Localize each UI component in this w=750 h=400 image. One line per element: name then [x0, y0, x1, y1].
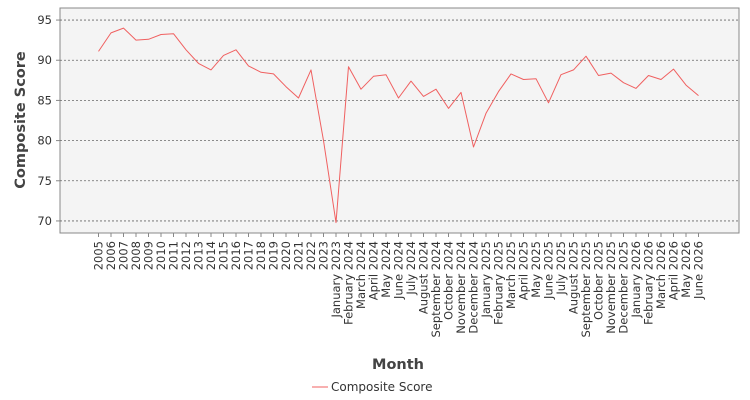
x-tick-label: May 2025	[529, 241, 543, 298]
y-tick-label: 90	[37, 53, 52, 67]
x-axis-ticks: 2005200620072008200920102011201220132014…	[92, 233, 706, 338]
x-tick-label: October 2025	[592, 241, 606, 320]
legend-label: Composite Score	[331, 380, 432, 394]
x-tick-label: May 2026	[679, 241, 693, 298]
x-tick-label: February 2024	[342, 241, 356, 325]
x-tick-label: 2015	[217, 241, 231, 270]
gridlines	[60, 19, 739, 222]
plot-area	[59, 7, 740, 234]
x-tick-label: 2019	[267, 241, 281, 270]
x-tick-label: 2008	[129, 241, 143, 270]
x-tick-label: 2005	[92, 241, 106, 270]
x-tick-label: 2011	[167, 241, 181, 270]
y-tick-label: 70	[37, 214, 52, 228]
x-tick-label: April 2025	[517, 241, 531, 300]
x-tick-label: August 2024	[417, 241, 431, 314]
x-tick-label: 2023	[317, 241, 331, 270]
x-tick-label: March 2026	[654, 241, 668, 309]
x-tick-label: February 2025	[492, 241, 506, 325]
x-tick-label: December 2024	[467, 241, 481, 334]
x-tick-label: July 2024	[404, 241, 418, 296]
x-tick-label: 2021	[292, 241, 306, 270]
x-axis-title: Month	[372, 357, 424, 373]
x-tick-label: 2016	[229, 241, 243, 270]
x-tick-label: May 2024	[379, 241, 393, 298]
x-tick-label: April 2024	[367, 241, 381, 300]
x-tick-label: January 2025	[479, 241, 493, 319]
x-tick-label: April 2026	[667, 241, 681, 300]
x-tick-label: July 2025	[554, 241, 568, 296]
y-tick-label: 75	[37, 174, 52, 188]
x-tick-label: September 2024	[429, 241, 443, 338]
x-tick-label: January 2026	[629, 241, 643, 319]
y-tick-label: 80	[37, 134, 52, 148]
x-tick-label: November 2025	[604, 241, 618, 334]
x-tick-label: March 2024	[354, 241, 368, 309]
x-tick-label: 2020	[279, 241, 293, 270]
x-tick-label: 2018	[254, 241, 268, 270]
x-tick-label: 2010	[154, 241, 168, 270]
y-axis-title: Composite Score	[13, 51, 29, 189]
x-tick-label: November 2024	[454, 241, 468, 334]
x-tick-label: January 2023	[329, 241, 343, 319]
x-tick-label: September 2025	[579, 241, 593, 338]
legend: Composite Score	[312, 380, 432, 394]
series-line-composite-score	[98, 27, 699, 224]
x-tick-label: 2013	[192, 241, 206, 270]
x-tick-label: June 2026	[692, 241, 706, 300]
y-tick-label: 95	[37, 13, 52, 27]
y-axis-ticks: 70 75 80 85 90 95	[37, 13, 60, 228]
x-tick-label: 2007	[117, 241, 131, 270]
series-group	[98, 27, 699, 224]
y-tick-label: 85	[37, 93, 52, 107]
x-tick-label: 2012	[179, 241, 193, 270]
x-tick-label: 2009	[142, 241, 156, 270]
x-tick-label: June 2025	[542, 241, 556, 300]
x-tick-label: 2017	[242, 241, 256, 270]
x-tick-label: February 2026	[642, 241, 656, 325]
x-tick-label: June 2024	[392, 241, 406, 300]
x-tick-label: 2014	[204, 241, 218, 270]
x-tick-label: October 2024	[442, 241, 456, 320]
x-tick-label: December 2025	[617, 241, 631, 334]
x-tick-label: 2022	[304, 241, 318, 270]
x-tick-label: March 2025	[504, 241, 518, 309]
x-tick-label: August 2025	[567, 241, 581, 314]
x-tick-label: 2006	[104, 241, 118, 270]
